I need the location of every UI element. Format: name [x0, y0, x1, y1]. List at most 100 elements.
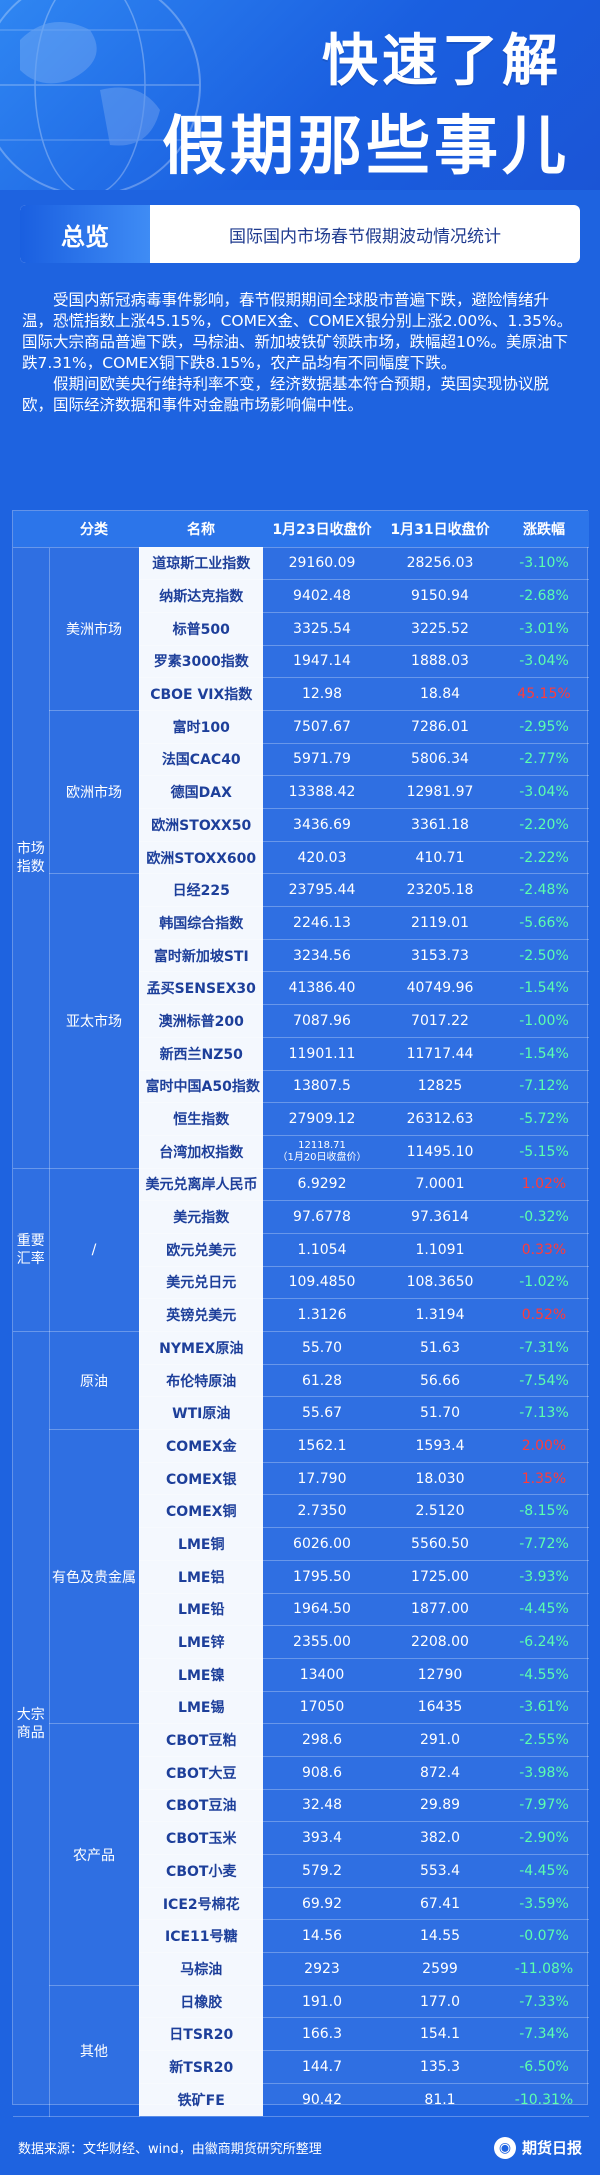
change-percent: -7.34%	[499, 2017, 589, 2052]
close-jan23: 1964.50	[263, 1593, 381, 1627]
change-percent: 0.33%	[499, 1233, 589, 1267]
table-row: 澳洲标普200 7087.96 7017.22 -1.00%	[13, 1004, 589, 1038]
close-jan31: 5806.34	[381, 743, 499, 777]
close-jan31: 97.3614	[381, 1200, 499, 1234]
change-percent: 1.02%	[499, 1168, 589, 1202]
instrument-name: ICE2号棉花	[139, 1887, 263, 1921]
change-percent: -5.66%	[499, 906, 589, 940]
close-jan23: 11901.11	[263, 1037, 381, 1071]
table-row: 英镑兑美元 1.3126 1.3194 0.52%	[13, 1298, 589, 1332]
close-jan23: 55.67	[263, 1396, 381, 1431]
close-jan31: 154.1	[381, 2017, 499, 2052]
instrument-name: 马棕油	[139, 1952, 263, 1986]
instrument-name: 欧元兑美元	[139, 1233, 263, 1267]
instrument-name: 欧洲STOXX50	[139, 808, 263, 842]
change-percent: -3.04%	[499, 775, 589, 809]
category-level1: 大宗商品	[13, 1331, 50, 2117]
instrument-name: LME镍	[139, 1658, 263, 1692]
close-jan23: 3436.69	[263, 808, 381, 842]
close-jan31: 12790	[381, 1658, 499, 1692]
instrument-name: 法国CAC40	[139, 743, 263, 777]
change-percent: -7.33%	[499, 1985, 589, 2019]
change-percent: -3.10%	[499, 547, 589, 581]
change-percent: -3.93%	[499, 1560, 589, 1594]
table-header-cell: 名称	[139, 511, 263, 548]
change-percent: 2.00%	[499, 1429, 589, 1463]
close-jan23: 908.6	[263, 1756, 381, 1790]
close-jan23: 9402.48	[263, 579, 381, 613]
table-row: 铁矿FE 90.42 81.1 -10.31%	[13, 2083, 589, 2117]
change-percent: -4.55%	[499, 1658, 589, 1692]
close-jan31: 23205.18	[381, 873, 499, 908]
table-row: ICE11号糖 14.56 14.55 -0.07%	[13, 1919, 589, 1954]
close-jan23: 144.7	[263, 2050, 381, 2084]
close-jan23: 69.92	[263, 1887, 381, 1921]
table-row: 美元兑日元 109.4850 108.3650 -1.02%	[13, 1266, 589, 1300]
change-percent: -2.50%	[499, 939, 589, 973]
table-row: LME铝 1795.50 1725.00 -3.93%	[13, 1560, 589, 1594]
table-row: 纳斯达克指数 9402.48 9150.94 -2.68%	[13, 579, 589, 613]
close-jan31: 11495.10	[381, 1135, 499, 1169]
table-row: 新TSR20 144.7 135.3 -6.50%	[13, 2050, 589, 2084]
close-jan23: 1947.14	[263, 645, 381, 679]
table-row: 马棕油 2923 2599 -11.08%	[13, 1952, 589, 1986]
instrument-name: 台湾加权指数	[139, 1135, 263, 1169]
instrument-name: 富时中国A50指数	[139, 1070, 263, 1104]
table-row: LME锡 17050 16435 -3.61%	[13, 1691, 589, 1725]
table-row: 农产品 CBOT豆粕 298.6 291.0 -2.55%	[13, 1723, 589, 1986]
change-percent: -2.22%	[499, 841, 589, 875]
instrument-name: 富时100	[139, 710, 263, 744]
instrument-name: 恒生指数	[139, 1102, 263, 1136]
change-percent: -7.97%	[499, 1789, 589, 1823]
close-jan31: 12825	[381, 1070, 499, 1104]
intro-paragraph-1: 受国内新冠病毒事件影响，春节假期期间全球股市普遍下跌，避险情绪升温，恐慌指数上涨…	[22, 291, 573, 372]
change-percent: -7.12%	[499, 1070, 589, 1104]
instrument-name: LME铜	[139, 1527, 263, 1561]
instrument-name: COMEX银	[139, 1462, 263, 1496]
table-row: 重要汇率 / 美元兑离岸人民币 6.9292 7.0001 1.02%	[13, 1168, 589, 1333]
change-percent: -5.15%	[499, 1135, 589, 1169]
close-jan23: 7087.96	[263, 1004, 381, 1038]
close-jan23: 55.70	[263, 1331, 381, 1365]
change-percent: -6.50%	[499, 2050, 589, 2084]
table-header-cell	[13, 511, 49, 548]
table-header-cell: 1月31日收盘价	[381, 511, 499, 548]
close-jan23: 166.3	[263, 2017, 381, 2052]
table-row: 大宗商品 原油 NYMEX原油 55.70 51.63 -7.31%	[13, 1331, 589, 2117]
instrument-name: 道琼斯工业指数	[139, 547, 263, 581]
table-row: ICE2号棉花 69.92 67.41 -3.59%	[13, 1887, 589, 1921]
close-jan31: 3225.52	[381, 612, 499, 646]
close-jan23: 12.98	[263, 677, 381, 711]
close-jan23: 1.1054	[263, 1233, 381, 1267]
change-percent: -2.77%	[499, 743, 589, 777]
brand-logo-icon: ◉	[493, 2136, 516, 2159]
change-percent: -2.20%	[499, 808, 589, 842]
close-jan31: 2119.01	[381, 906, 499, 940]
table-row: CBOT小麦 579.2 553.4 -4.45%	[13, 1854, 589, 1888]
globe-map-icon	[0, 0, 201, 190]
close-jan31: 14.55	[381, 1919, 499, 1954]
close-jan31: 177.0	[381, 1985, 499, 2019]
close-jan31: 51.70	[381, 1396, 499, 1431]
category-level2: 美洲市场	[49, 547, 140, 711]
close-jan23: 32.48	[263, 1789, 381, 1823]
instrument-name: ICE11号糖	[139, 1919, 263, 1954]
header-banner: 快速了解 假期那些事儿	[0, 0, 600, 190]
close-jan31: 1877.00	[381, 1593, 499, 1627]
change-percent: -2.90%	[499, 1821, 589, 1855]
table-row: LME镍 13400 12790 -4.55%	[13, 1658, 589, 1692]
table-row: 孟买SENSEX30 41386.40 40749.96 -1.54%	[13, 971, 589, 1006]
close-date-note: （1月20日收盘价）	[277, 1151, 367, 1163]
instrument-name: CBOT小麦	[139, 1854, 263, 1888]
close-jan31: 51.63	[381, 1331, 499, 1365]
close-jan31: 11717.44	[381, 1037, 499, 1071]
footer: 数据来源：文华财经、wind，由徽商期货研究所整理 ◉ 期货日报	[0, 2120, 600, 2175]
change-percent: -3.01%	[499, 612, 589, 646]
close-jan23: 2923	[263, 1952, 381, 1986]
table-row: 有色及贵金属 COMEX金 1562.1 1593.4 2.00%	[13, 1429, 589, 1725]
change-percent: -0.32%	[499, 1200, 589, 1234]
close-jan31: 3153.73	[381, 939, 499, 973]
intro-paragraph-2: 假期间欧美央行维持利率不变，经济数据基本符合预期，英国实现协议脱欧，国际经济数据…	[22, 375, 550, 414]
table-row: 德国DAX 13388.42 12981.97 -3.04%	[13, 775, 589, 809]
table-row: COMEX银 17.790 18.030 1.35%	[13, 1462, 589, 1496]
